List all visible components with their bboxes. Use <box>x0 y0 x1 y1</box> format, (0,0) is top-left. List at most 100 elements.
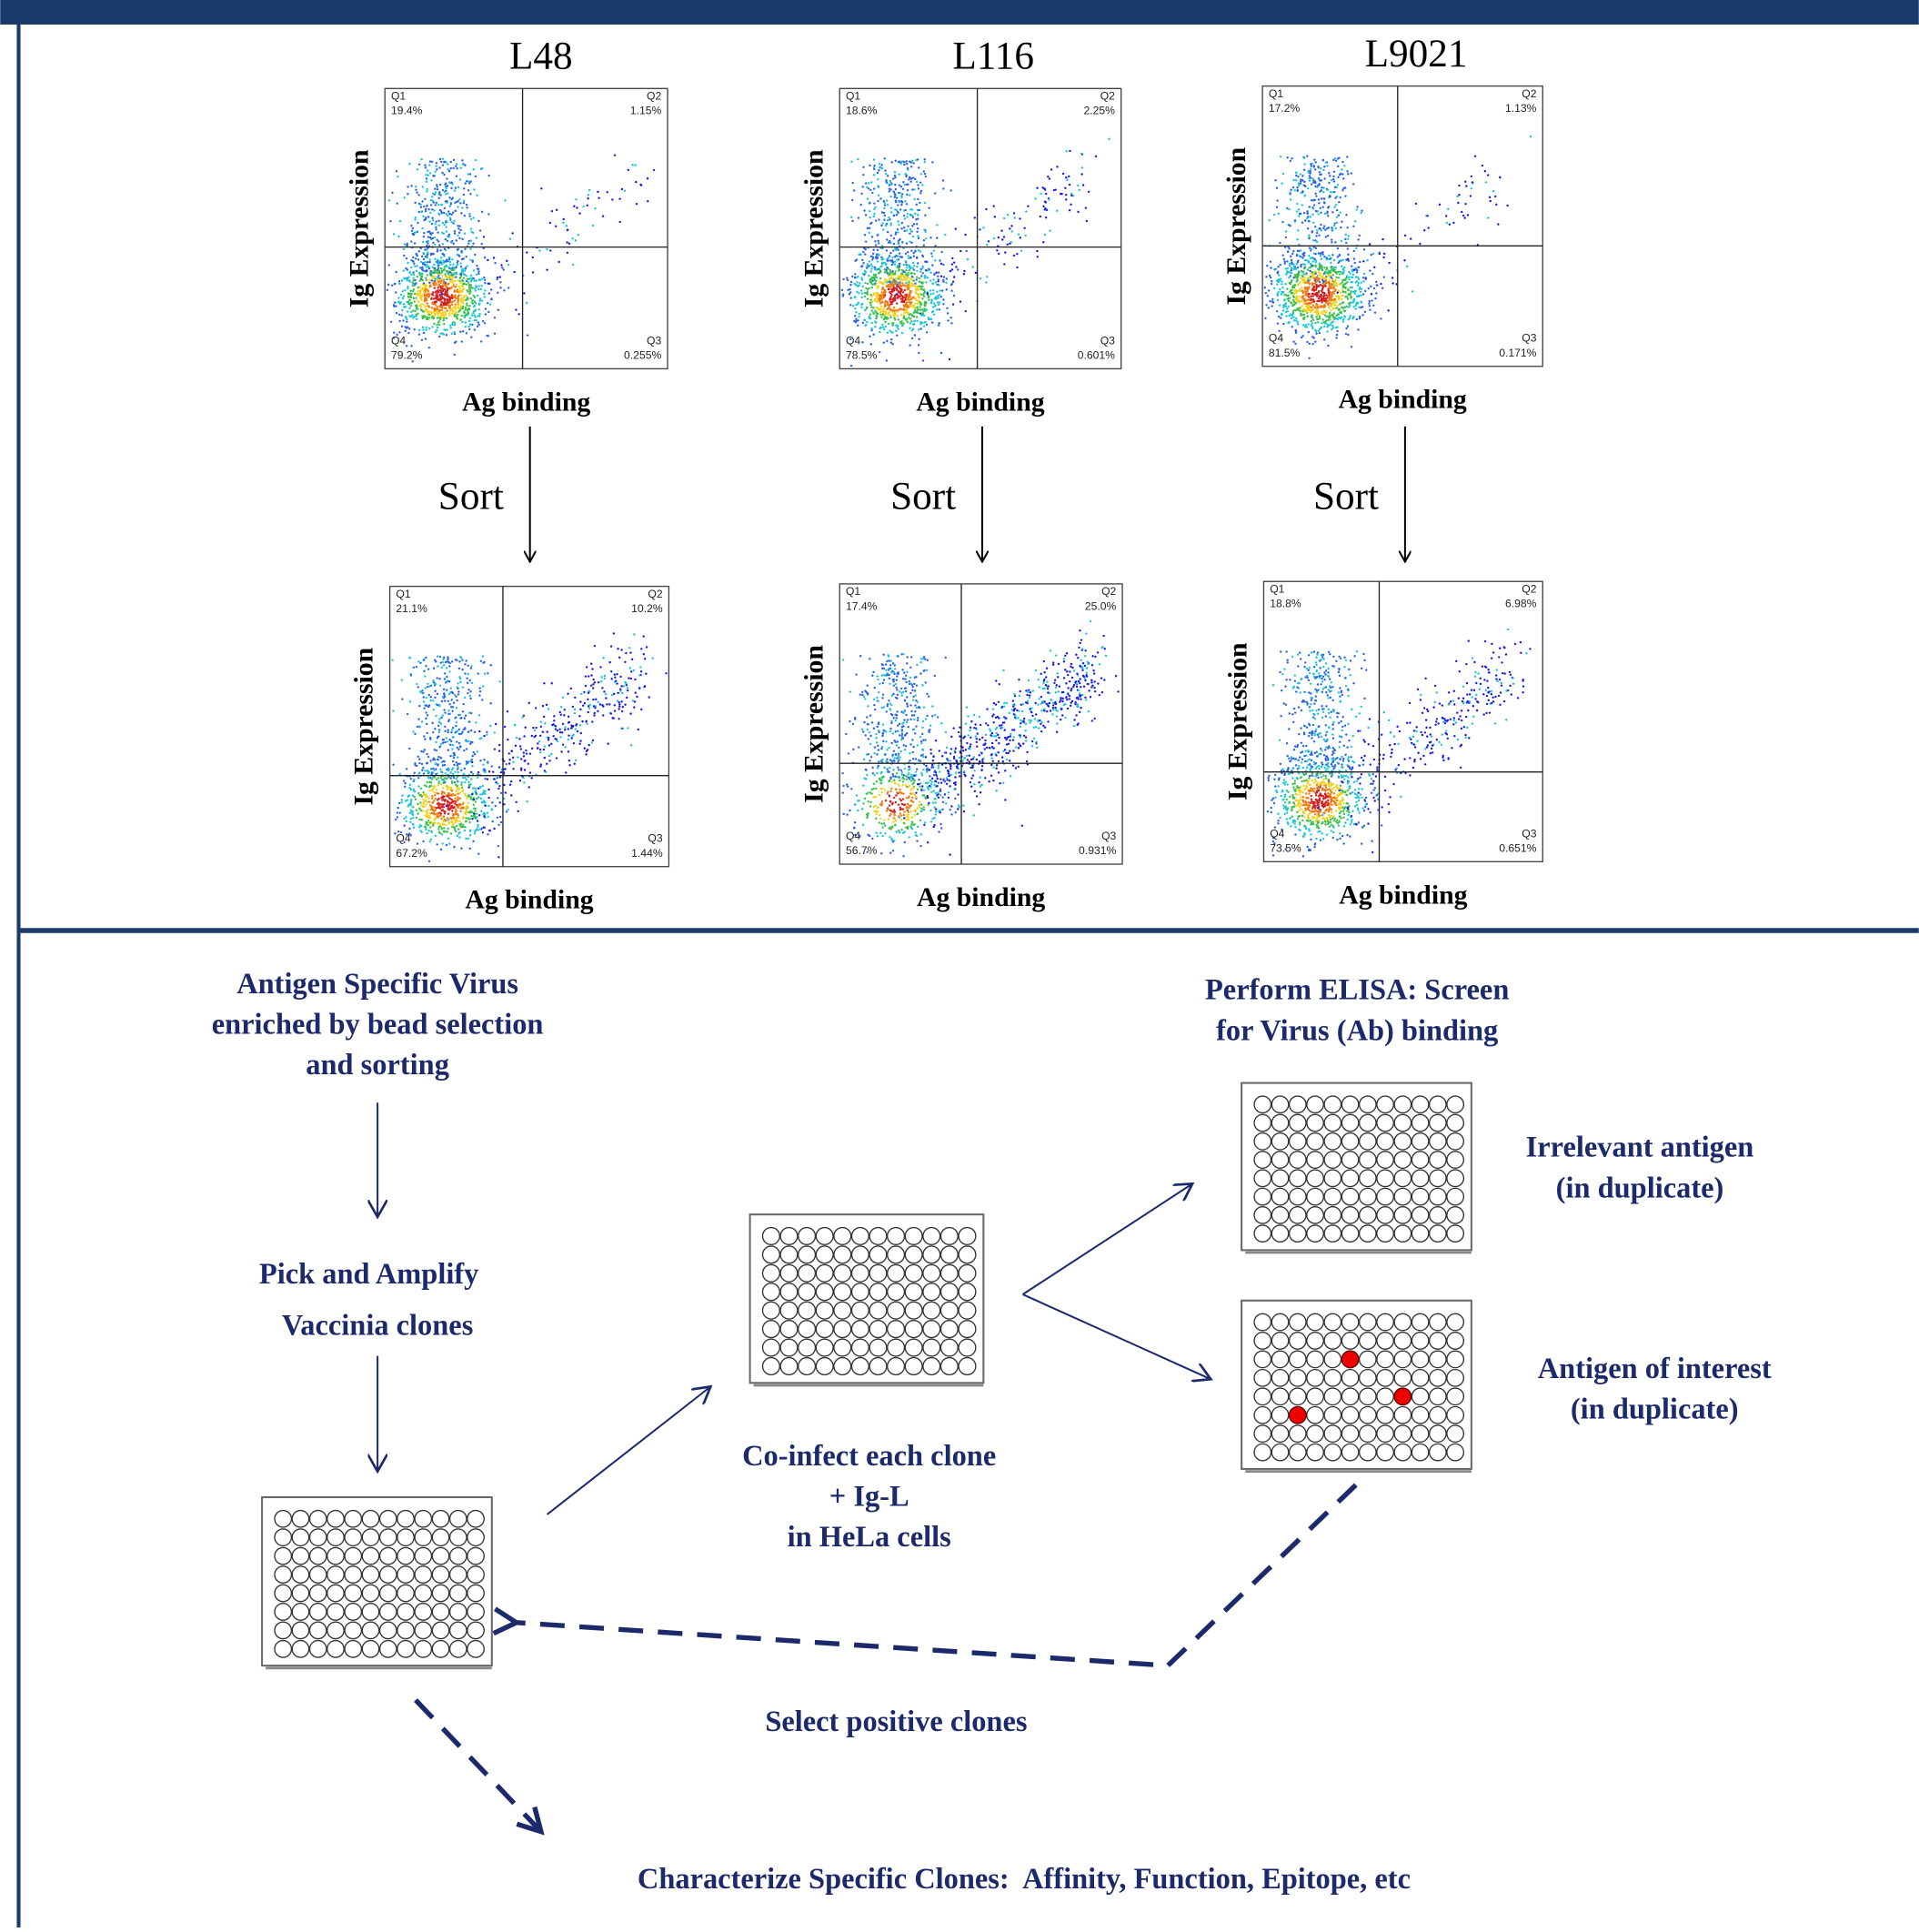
scatter-dot <box>1025 736 1027 738</box>
scatter-dot <box>906 163 908 165</box>
scatter-dot <box>431 778 433 780</box>
scatter-dot <box>462 273 464 275</box>
scatter-dot <box>497 817 498 819</box>
scatter-dot <box>453 354 455 356</box>
scatter-dot <box>991 732 993 734</box>
scatter-dot <box>432 731 434 733</box>
scatter-dot <box>873 810 875 812</box>
scatter-dot <box>424 826 426 828</box>
scatter-dot <box>998 253 1000 255</box>
scatter-dot <box>902 322 904 324</box>
scatter-dot <box>448 662 450 664</box>
scatter-dot <box>919 736 921 738</box>
scatter-dot <box>863 696 865 698</box>
scatter-dot <box>1012 699 1014 701</box>
scatter-dot <box>483 815 485 817</box>
scatter-dot <box>471 818 473 820</box>
scatter-dot <box>457 756 458 758</box>
scatter-dot <box>451 699 453 700</box>
scatter-dot <box>462 818 464 820</box>
scatter-dot <box>442 797 444 799</box>
scatter-dot <box>885 225 887 226</box>
scatter-dot <box>893 780 895 781</box>
scatter-dot <box>905 819 907 820</box>
scatter-dot <box>506 763 507 765</box>
scatter-dot <box>543 716 545 718</box>
scatter-dot <box>950 736 952 738</box>
scatter-dot <box>945 282 947 284</box>
scatter-dot <box>896 710 898 712</box>
scatter-dot <box>412 730 414 732</box>
scatter-dot <box>901 325 903 327</box>
scatter-dot <box>474 832 476 834</box>
scatter-dot <box>539 751 541 753</box>
scatter-dot <box>435 290 437 292</box>
scatter-dot <box>1013 255 1015 257</box>
scatter-dot <box>886 359 888 361</box>
scatter-dot <box>423 287 425 289</box>
scatter-dot <box>846 277 848 278</box>
scatter-dot <box>543 749 545 750</box>
scatter-dot <box>872 307 874 308</box>
scatter-dot <box>929 236 931 238</box>
scatter-dot <box>912 162 914 164</box>
scatter-dot <box>996 249 998 251</box>
scatter-dot <box>883 200 885 202</box>
scatter-dot <box>464 811 466 813</box>
scatter-dot <box>852 749 854 750</box>
scatter-dot <box>458 198 460 200</box>
scatter-dot <box>887 313 889 315</box>
scatter-dot <box>427 251 428 253</box>
scatter-dot <box>413 328 415 330</box>
scatter-dot <box>875 219 877 221</box>
scatter-dot <box>445 661 447 663</box>
scatter-dot <box>425 718 427 719</box>
scatter-dot <box>920 275 922 277</box>
scatter-dot <box>477 829 479 830</box>
scatter-dot <box>436 162 437 164</box>
scatter-dot <box>433 209 435 211</box>
scatter-dot <box>572 264 574 266</box>
scatter-dot <box>468 821 470 823</box>
scatter-dot <box>387 289 388 291</box>
scatter-dot <box>914 710 916 712</box>
scatter-dot <box>909 266 910 267</box>
scatter-dot <box>519 780 521 781</box>
scatter-dot <box>888 747 889 749</box>
scatter-dot <box>939 289 940 291</box>
scatter-dot <box>485 804 487 806</box>
scatter-dot <box>1073 669 1075 671</box>
scatter-dot <box>451 780 453 782</box>
scatter-dot <box>890 211 892 213</box>
scatter-dot <box>446 221 447 223</box>
scatter-dot <box>625 652 627 654</box>
scatter-dot <box>854 297 856 298</box>
scatter-dot <box>435 789 437 790</box>
scatter-dot <box>484 801 486 803</box>
scatter-dot <box>482 827 484 829</box>
scatter-dot <box>876 254 878 256</box>
scatter-dot <box>407 713 408 715</box>
scatter-dot <box>459 798 461 800</box>
scatter-dot <box>635 181 637 183</box>
scatter-dot <box>469 783 471 785</box>
scatter-dot <box>548 739 549 740</box>
scatter-dot <box>428 777 430 779</box>
scatter-dot <box>457 693 459 695</box>
scatter-dot <box>1081 166 1083 168</box>
scatter-dot <box>1080 153 1082 155</box>
scatter-dot <box>457 264 458 266</box>
scatter-dot <box>410 789 412 790</box>
scatter-dot <box>1080 639 1082 640</box>
scatter-dot <box>447 817 448 819</box>
scatter-dot <box>453 846 455 848</box>
scatter-dot <box>574 712 576 714</box>
scatter-dot <box>887 331 889 333</box>
scatter-dot <box>899 291 901 293</box>
scatter-dot <box>406 277 407 278</box>
scatter-dot <box>888 307 889 309</box>
scatter-dot <box>481 699 483 700</box>
scatter-dot <box>949 189 951 191</box>
scatter-dot <box>447 731 448 733</box>
scatter-dot <box>907 312 909 314</box>
